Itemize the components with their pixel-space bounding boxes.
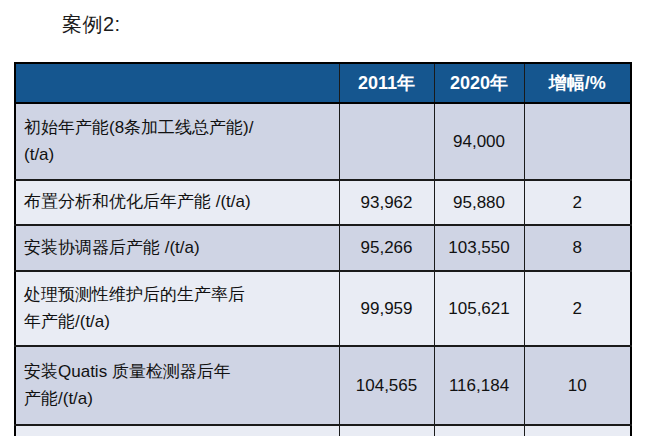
value-2011: 104,565	[339, 346, 434, 425]
value-2011: 95,266	[339, 225, 434, 271]
header-cell-label	[15, 63, 339, 103]
table-row: 年产能增加/(t/a) 16,948 22,184 23.6	[15, 425, 631, 436]
value-2020: 105,621	[434, 271, 524, 346]
row-label: 布置分析和优化后年产能 /(t/a)	[15, 180, 339, 225]
row-label: 初始年产能(8条加工线总产能)/ (t/a)	[15, 103, 339, 180]
table-header-row: 2011年 2020年 增幅/%	[15, 63, 631, 103]
value-2011	[339, 103, 434, 180]
capacity-table: 2011年 2020年 增幅/% 初始年产能(8条加工线总产能)/ (t/a) …	[14, 62, 632, 436]
value-growth: 8	[524, 225, 631, 271]
row-label: 年产能增加/(t/a)	[15, 425, 339, 436]
value-growth: 2	[524, 180, 631, 225]
document-page: 案例2: 2011年 2020年 增幅/% 初始年产能(8条加工线总产能)/ (…	[0, 0, 662, 436]
table-row: 初始年产能(8条加工线总产能)/ (t/a) 94,000	[15, 103, 631, 180]
value-growth	[524, 103, 631, 180]
row-label: 处理预测性维护后的生产率后 年产能/(t/a)	[15, 271, 339, 346]
value-growth: 2	[524, 271, 631, 346]
value-2020: 22,184	[434, 425, 524, 436]
value-2011: 93,962	[339, 180, 434, 225]
header-cell-2011: 2011年	[339, 63, 434, 103]
row-label: 安装Quatis 质量检测器后年 产能/(t/a)	[15, 346, 339, 425]
value-2020: 95,880	[434, 180, 524, 225]
table-row: 处理预测性维护后的生产率后 年产能/(t/a) 99,959 105,621 2	[15, 271, 631, 346]
value-2020: 103,550	[434, 225, 524, 271]
value-2020: 94,000	[434, 103, 524, 180]
row-label: 安装协调器后产能 /(t/a)	[15, 225, 339, 271]
table-row: 安装协调器后产能 /(t/a) 95,266 103,550 8	[15, 225, 631, 271]
value-growth: 10	[524, 346, 631, 425]
value-growth: 23.6	[524, 425, 631, 436]
table-row: 安装Quatis 质量检测器后年 产能/(t/a) 104,565 116,18…	[15, 346, 631, 425]
value-2011: 16,948	[339, 425, 434, 436]
page-title: 案例2:	[62, 11, 121, 38]
value-2011: 99,959	[339, 271, 434, 346]
table-row: 布置分析和优化后年产能 /(t/a) 93,962 95,880 2	[15, 180, 631, 225]
value-2020: 116,184	[434, 346, 524, 425]
header-cell-2020: 2020年	[434, 63, 524, 103]
header-cell-growth: 增幅/%	[524, 63, 631, 103]
